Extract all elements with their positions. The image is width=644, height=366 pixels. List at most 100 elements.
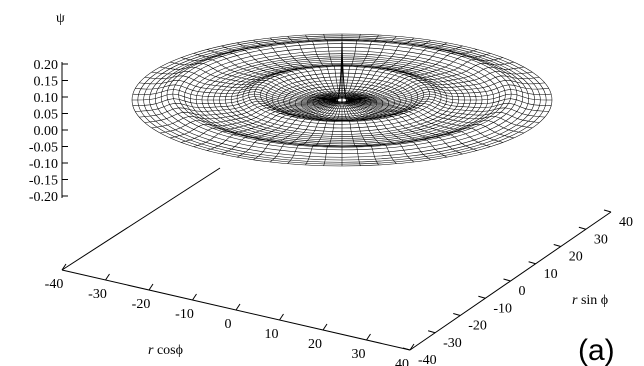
x-ticks: -40 -30 -20 -10 0 10 20 30 40	[45, 263, 415, 366]
surface-mesh	[131, 33, 553, 167]
y-tick-mark	[553, 244, 561, 247]
z-tick-label: -0.15	[29, 174, 58, 189]
z-tick-label: -0.20	[29, 190, 58, 205]
z-tick-label: 0.20	[34, 58, 59, 73]
x-tick-mark	[366, 333, 371, 341]
panel-label: (a)	[578, 334, 615, 366]
mesh-spoke	[139, 100, 337, 118]
mesh-spoke	[193, 53, 338, 100]
mesh-spoke	[347, 100, 524, 134]
z-ticks: 0.20 0.150.10 0.050.00 -0.05-0.10 -0.15-0.20	[29, 58, 68, 205]
y-tick-label: -40	[418, 353, 437, 366]
x-tick-label: 0	[225, 317, 232, 332]
z-tick-label: 0.10	[34, 91, 59, 106]
mesh-spoke	[181, 57, 338, 100]
y-tick-label: -20	[468, 319, 487, 334]
x-tick-mark	[409, 343, 415, 351]
mesh-spoke	[193, 101, 338, 147]
mesh-spoke	[151, 71, 337, 100]
x-axis-label-var: r	[148, 343, 154, 358]
mesh-spoke	[346, 101, 491, 147]
center-peak	[336, 41, 348, 103]
mesh-spoke	[132, 96, 337, 106]
mesh-spoke	[346, 100, 503, 143]
mesh-spoke	[347, 98, 549, 112]
mesh-spoke	[305, 101, 342, 166]
x-tick-mark	[148, 283, 154, 291]
mesh-spoke	[343, 101, 414, 163]
mesh-spoke	[144, 100, 337, 123]
mesh-spoke	[139, 79, 337, 101]
x-tick-mark	[322, 323, 328, 331]
z-tick-label: 0.15	[34, 75, 59, 90]
x-tick-mark	[105, 273, 110, 281]
mesh-spoke	[287, 101, 341, 164]
mesh-spoke	[323, 101, 342, 166]
mesh-spoke	[342, 101, 379, 166]
mesh-spoke	[253, 101, 340, 161]
mesh-spoke	[221, 45, 339, 99]
mesh-spoke	[169, 100, 338, 139]
mesh-spoke	[347, 100, 540, 123]
z-tick-label: -0.10	[29, 157, 58, 172]
mesh-spoke	[345, 101, 478, 151]
mesh-spoke	[135, 98, 337, 112]
y-tick-mark	[478, 295, 486, 299]
x-tick-label: 30	[352, 347, 366, 362]
mesh-spoke	[345, 49, 478, 99]
x-tick-label: 20	[308, 337, 322, 352]
y-tick-label: 40	[619, 215, 633, 230]
y-tick-label: -10	[493, 301, 512, 316]
mesh-spoke	[323, 34, 342, 99]
mesh-spoke	[253, 39, 340, 99]
y-tick-mark	[453, 313, 461, 316]
mesh-spoke	[343, 101, 397, 164]
mesh-spoke	[347, 100, 533, 129]
x-tick-mark	[235, 303, 241, 311]
mesh-spoke	[345, 45, 463, 99]
x-axis-label-func: cosϕ	[153, 343, 183, 358]
y-tick-label: 30	[594, 232, 608, 247]
mesh-spoke	[347, 66, 524, 100]
mesh-spoke	[287, 36, 341, 99]
x-tick-label: -30	[88, 287, 107, 302]
mesh-spoke	[236, 101, 340, 158]
y-tick-label: 20	[569, 250, 583, 265]
x-tick-label: -10	[175, 307, 194, 322]
y-tick-label: -30	[443, 336, 462, 351]
mesh-spoke	[347, 79, 545, 101]
z-tick-label: -0.05	[29, 141, 58, 156]
mesh-spoke	[347, 100, 545, 118]
mesh-spoke	[344, 101, 448, 158]
mesh-spoke	[342, 101, 361, 166]
y-tick-mark	[402, 347, 411, 351]
y-tick-mark	[603, 209, 612, 213]
mesh-spoke	[305, 34, 342, 99]
y-tick-mark	[503, 278, 511, 282]
x-tick-mark	[279, 313, 284, 321]
mesh-spoke	[132, 89, 337, 103]
mesh-spoke	[347, 71, 533, 100]
x-tick-mark	[192, 293, 197, 301]
mesh-spoke	[169, 61, 338, 100]
mesh-spoke	[151, 100, 337, 129]
mesh-spoke	[347, 96, 552, 106]
y-tick-mark	[578, 226, 587, 230]
mesh-spoke	[343, 37, 414, 99]
mesh-spoke	[221, 101, 339, 155]
y-axis-label-var: r	[572, 293, 578, 308]
mesh-spoke	[344, 39, 431, 99]
mesh-spoke	[144, 75, 337, 100]
mesh-spoke	[344, 101, 431, 161]
x-tick-mark	[61, 263, 67, 271]
y-ticks: -40 -30 -20 -10 0 10 20 30 40	[402, 209, 633, 366]
mesh-spoke	[206, 101, 339, 151]
mesh-spoke	[347, 89, 552, 103]
mesh-spoke	[346, 61, 515, 100]
z-tick-label: 0.05	[34, 108, 59, 123]
mesh-spoke	[346, 53, 491, 100]
mesh-spoke	[132, 93, 337, 104]
mesh-spoke	[345, 101, 463, 155]
x-tick-label: 10	[265, 327, 279, 342]
